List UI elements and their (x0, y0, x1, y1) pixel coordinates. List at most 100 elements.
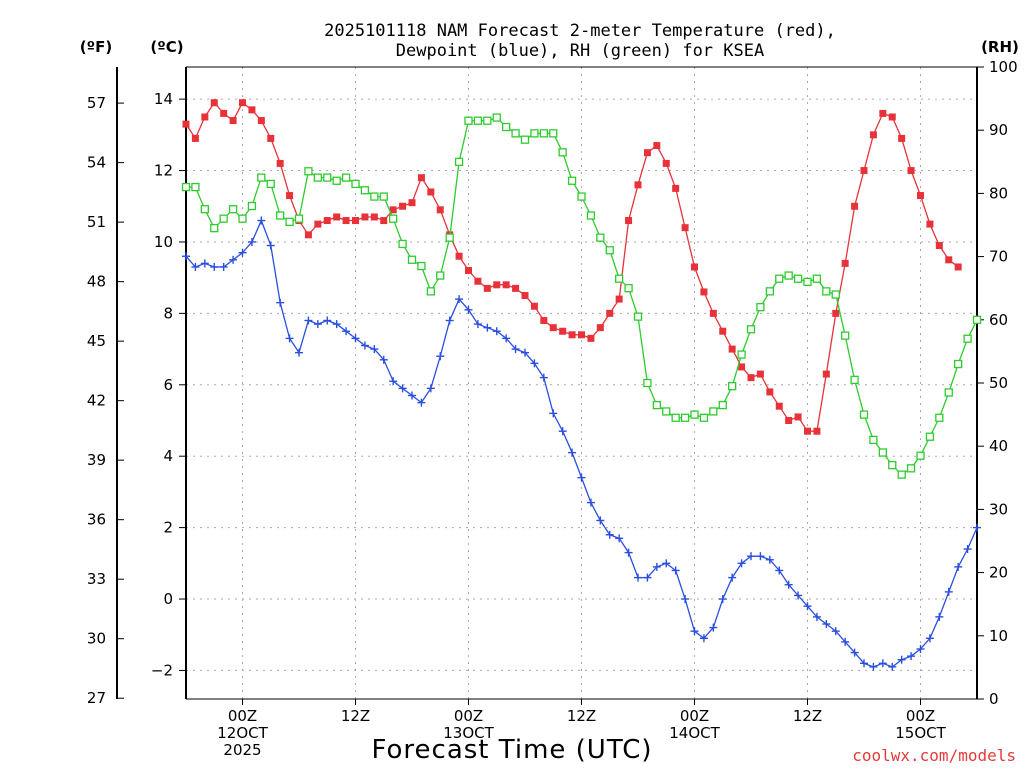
dewpoint-point (304, 316, 313, 325)
rh-point (473, 116, 483, 125)
celsius-tick-label: 8 (163, 304, 173, 322)
rh-point (228, 205, 238, 214)
rh-point (567, 176, 577, 185)
dewpoint-point (897, 655, 906, 664)
credit-text: coolwx.com/models (852, 746, 1016, 765)
celsius-tick-label: 6 (163, 376, 173, 394)
dewpoint-point (888, 662, 897, 671)
dewpoint-point (426, 384, 435, 393)
rh-tick-label: 100 (989, 58, 1018, 76)
temperature-point (474, 277, 482, 285)
dewpoint-point (775, 566, 784, 575)
dewpoint-point (502, 334, 511, 343)
temperature-point (596, 324, 604, 332)
dewpoint-point (690, 627, 699, 636)
rh-point (586, 211, 596, 220)
temperature-point (201, 113, 209, 121)
rh-point (200, 205, 209, 214)
rh-point (341, 173, 351, 182)
dewpoint-point (182, 252, 190, 261)
gridlines (186, 67, 977, 699)
celsius-unit-label: (ºC) (150, 38, 183, 56)
rh-point (718, 400, 727, 410)
x-axis-label: Forecast Time (UTC) (371, 735, 652, 765)
temperature-point (691, 263, 698, 271)
dewpoint-point (313, 320, 322, 329)
temperature-point (681, 224, 689, 232)
temperature-point (851, 202, 859, 210)
fahrenheit-tick-label: 33 (87, 570, 106, 588)
temperature-point (191, 134, 199, 142)
dewpoint-point (643, 573, 652, 582)
dewpoint-point (596, 516, 605, 525)
rh-point (803, 277, 812, 287)
rh-point (464, 116, 473, 125)
dewpoint-point (351, 334, 360, 343)
rh-point (906, 464, 916, 473)
temperature-point (559, 327, 567, 335)
rh-point (379, 192, 388, 201)
rh-point (605, 246, 614, 255)
rh-tick-label: 60 (989, 311, 1008, 329)
temperature-point (954, 263, 962, 271)
fahrenheit-tick-label: 54 (87, 154, 106, 172)
temperature-point (700, 288, 708, 296)
dewpoint-point (652, 562, 661, 571)
rh-point (323, 173, 332, 182)
temperature-point (738, 363, 746, 371)
dewpoint-point (944, 587, 953, 596)
dewpoint-point (342, 327, 351, 336)
rh-point (944, 388, 953, 397)
rh-point (878, 448, 887, 457)
temperature-point (804, 427, 811, 435)
temperature-point (813, 427, 821, 435)
dewpoint-point (191, 262, 200, 271)
x-tick-label: 15OCT (895, 724, 946, 742)
dewpoint-point (455, 295, 464, 304)
dewpoint-point (709, 623, 718, 632)
temperature-point (342, 217, 350, 225)
temperature-point (898, 134, 906, 142)
rh-tick-label: 20 (989, 564, 1008, 582)
dewpoint-point (370, 345, 379, 354)
dewpoint-point (285, 334, 294, 343)
x-tick-label: 12Z (793, 707, 822, 725)
rh-point (247, 201, 257, 211)
x-tick-label: 13OCT (443, 724, 494, 742)
dewpoint-point (737, 559, 746, 568)
dewpoint-point (295, 348, 303, 357)
rh-point (615, 274, 624, 283)
fahrenheit-tick-label: 51 (87, 213, 106, 231)
rh-point (558, 148, 567, 157)
temperature-point (465, 267, 472, 275)
chart-title: 2025101118 NAM Forecast 2-meter Temperat… (324, 21, 836, 61)
dewpoint-point (822, 620, 831, 629)
rh-point (841, 331, 850, 340)
rh-point (746, 325, 756, 334)
rh-point (257, 173, 266, 182)
temperature-point (888, 113, 896, 121)
rh-point (191, 182, 200, 192)
dewpoint-point (605, 530, 614, 539)
temperature-point (945, 256, 953, 264)
temperature-point (257, 117, 265, 125)
temperature-point (521, 292, 529, 300)
dewpoint-point (954, 562, 963, 571)
temperature-point (286, 192, 294, 200)
dewpoint-point (558, 427, 567, 436)
rh-point (285, 217, 294, 226)
temperature-point (389, 206, 397, 214)
fahrenheit-tick-label: 42 (87, 392, 106, 410)
dewpoint-point (389, 377, 398, 386)
x-tick-label: 12Z (567, 707, 596, 725)
rh-point (530, 129, 539, 138)
temperature-point (822, 370, 830, 378)
dewpoint-point (511, 345, 520, 354)
fahrenheit-tick-label: 30 (87, 630, 106, 648)
series-filled-square (182, 99, 962, 435)
temperature-point (182, 120, 190, 128)
rh-point (859, 410, 869, 419)
temperature-point (785, 416, 793, 424)
dewpoint-point (671, 566, 680, 575)
